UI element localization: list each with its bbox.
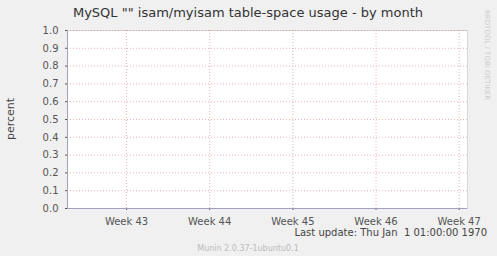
svg-text:0.0: 0.0: [43, 203, 59, 214]
svg-text:Week 44: Week 44: [188, 216, 231, 227]
svg-text:0.2: 0.2: [43, 167, 59, 178]
svg-text:0.9: 0.9: [43, 43, 59, 54]
svg-text:Week 47: Week 47: [438, 216, 481, 227]
svg-text:Last update: Thu Jan 1 01:00:: Last update: Thu Jan 1 01:00:00 1970: [294, 227, 487, 238]
svg-text:Week 43: Week 43: [105, 216, 148, 227]
svg-text:0.6: 0.6: [43, 96, 59, 107]
svg-text:0.1: 0.1: [43, 185, 59, 196]
svg-text:percent: percent: [4, 97, 17, 140]
svg-text:0.8: 0.8: [43, 60, 59, 71]
svg-text:0.7: 0.7: [43, 78, 59, 89]
svg-text:1.0: 1.0: [43, 25, 59, 36]
svg-text:0.4: 0.4: [43, 132, 59, 143]
svg-text:0.5: 0.5: [43, 114, 59, 125]
svg-text:Week 45: Week 45: [271, 216, 314, 227]
svg-text:MySQL "" isam/myisam table-spa: MySQL "" isam/myisam table-space usage -…: [73, 5, 423, 20]
svg-text:0.3: 0.3: [43, 149, 59, 160]
svg-text:Munin 2.0.37-1ubuntu0.1: Munin 2.0.37-1ubuntu0.1: [197, 244, 299, 253]
svg-text:RRDTOOL / TOBI OETIKER: RRDTOOL / TOBI OETIKER: [483, 10, 491, 100]
svg-text:Week 46: Week 46: [354, 216, 397, 227]
